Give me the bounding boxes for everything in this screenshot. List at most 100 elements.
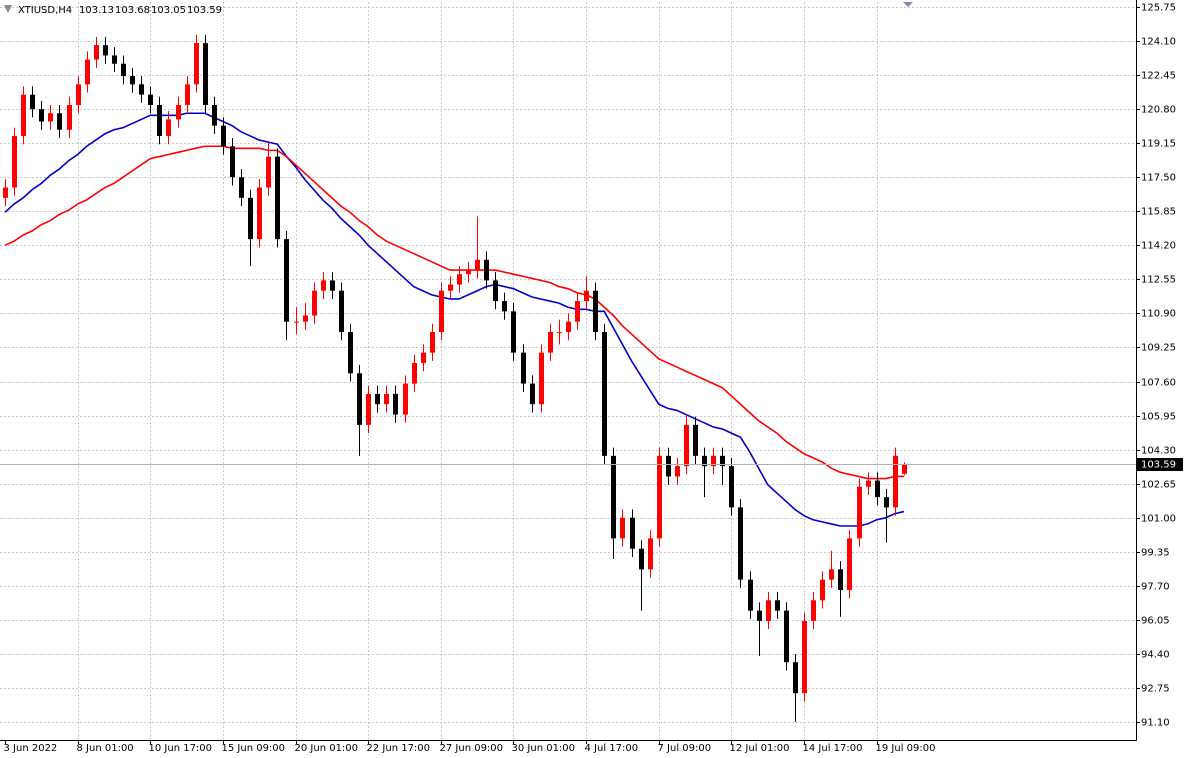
candle-body [176,104,181,120]
candle-body [539,352,544,405]
candle-body [375,393,380,405]
candle-body [284,239,289,322]
candle-body [866,480,871,487]
candle-body [294,321,299,323]
y-tick-label: 124.10 [1141,37,1176,48]
x-tick-label: 7 Jul 09:00 [658,743,712,754]
y-tick-label: 101.00 [1141,514,1176,525]
candle-body [838,569,843,590]
candle-body [94,45,99,60]
candle-body [212,104,217,126]
candle-body [348,331,353,374]
ohlc-open: 103.13 [79,5,114,16]
candle-body [439,290,444,332]
y-tick-label: 115.85 [1141,207,1176,218]
candle-body [775,600,780,611]
x-tick-label: 22 Jun 17:00 [367,743,431,754]
bid-price-box [1137,458,1183,471]
candle-body [103,45,108,56]
candle-body [884,497,889,508]
candle-body [393,393,398,415]
y-tick-label: 117.50 [1141,173,1176,184]
candle-body [203,43,208,105]
candle-body [185,84,190,105]
candle-body [130,76,135,85]
y-tick-label: 105.95 [1141,412,1176,423]
candle-body [412,362,417,384]
candle-body [67,104,72,130]
candle-body [330,280,335,291]
candle-body [312,290,317,316]
candle-body [194,43,199,85]
candle-body [657,455,662,539]
candle-body [148,94,153,105]
candle-body [666,455,671,477]
candle-body [275,156,280,240]
candle-body [857,486,862,539]
x-tick-label: 12 Jul 01:00 [730,743,790,754]
symbol-icon [4,5,12,13]
candle-body [321,280,326,291]
candle-body [3,187,8,198]
candle-body [811,600,816,621]
candle-body [802,620,807,694]
x-tick-label: 8 Jun 01:00 [77,743,134,754]
candle-body [366,393,371,425]
x-tick-label: 20 Jun 01:00 [295,743,359,754]
candle-body [448,284,453,291]
ohlc-low: 103.05 [151,5,186,16]
candle-body [602,331,607,456]
ohlc-high: 103.68 [115,5,150,16]
y-tick-label: 110.90 [1141,309,1176,320]
y-tick-label: 91.10 [1141,718,1170,729]
candle-body [893,455,898,508]
candle-body [403,383,408,415]
candle-body [847,538,852,590]
candle-body [157,104,162,136]
moving-average-line [4,145,904,480]
ohlc-close: 103.59 [187,5,222,16]
y-tick-label: 92.75 [1141,684,1170,695]
candle-body [639,548,644,570]
y-tick-label: 122.45 [1141,71,1176,82]
candle-body [139,84,144,95]
candle-body [820,579,825,601]
candle-body [902,464,907,474]
candle-body [430,331,435,353]
y-tick-label: 120.80 [1141,105,1176,116]
candle-body [257,187,262,240]
candle-body [757,610,762,621]
y-tick-label: 119.15 [1141,139,1176,150]
y-tick-label: 125.75 [1141,3,1176,14]
candle-body [221,125,226,147]
candle-body [766,600,771,621]
candle-body [720,455,725,467]
candle-body [166,119,171,136]
x-tick-label: 30 Jun 01:00 [512,743,576,754]
candle-body [711,455,716,467]
candle-body [784,610,789,663]
candle-body [684,424,689,467]
candle-body [557,331,562,333]
candle-body [39,109,44,122]
x-tick-label: 4 Jul 17:00 [585,743,639,754]
candle-body [48,113,53,122]
candle-body [702,455,707,467]
candle-body [230,146,235,178]
y-tick-label: 99.35 [1141,548,1170,559]
candles [3,34,907,723]
y-tick-label: 104.30 [1141,446,1176,457]
candle-body [121,63,126,77]
moving-average-line [4,112,905,527]
bid-price-label: 103.59 [1141,460,1176,471]
candle-body [630,517,635,549]
candle-body [239,177,244,198]
candle-body [584,290,589,302]
header: XTIUSD,H4 103.13 103.68 103.05 103.59 [4,5,222,16]
candle-body [12,135,17,188]
candle-body [303,315,308,322]
candle-body [384,393,389,405]
x-tick-label: 19 Jul 09:00 [876,743,936,754]
